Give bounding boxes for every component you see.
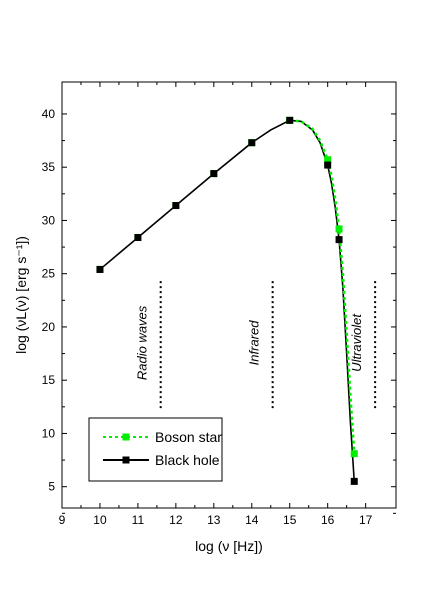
- series-curves: [99, 119, 356, 482]
- x-tick-label: 16: [321, 513, 335, 527]
- x-axis-title: log (ν [Hz]): [195, 538, 263, 554]
- data-point-black-hole: [172, 202, 180, 210]
- x-tick-label: 10: [93, 513, 107, 527]
- x-tick-label: 11: [132, 513, 145, 527]
- data-point-black-hole: [335, 236, 343, 244]
- legend: Boson star Black hole: [88, 417, 223, 482]
- y-tick-label: 25: [42, 267, 56, 281]
- y-axis-title: log (νL(ν) [erg s⁻¹]): [13, 236, 29, 354]
- data-point-black-hole: [248, 139, 256, 147]
- data-point-boson-star: [324, 156, 332, 164]
- legend-label-boson-star: Boson star: [155, 429, 222, 445]
- legend-label-black-hole: Black hole: [155, 452, 220, 468]
- x-tick-label: 12: [169, 513, 183, 527]
- y-tick-label: 35: [42, 160, 56, 174]
- y-tick-label: 5: [48, 480, 55, 494]
- region-label-radio-waves: Radio waves: [135, 305, 150, 380]
- data-point-black-hole: [210, 170, 218, 178]
- region-label-ultraviolet: Ultraviolet: [349, 313, 364, 372]
- plot-frame: [61, 81, 397, 509]
- region-dividers: Radio waves Infrared Ultraviolet: [135, 281, 377, 409]
- series-line-boson-star: [289, 119, 356, 454]
- x-tick-label: 14: [245, 513, 259, 527]
- y-tick-label: 20: [42, 320, 56, 334]
- data-point-black-hole: [134, 233, 142, 241]
- x-tick-label: 17: [359, 513, 373, 527]
- x-tick-label: 15: [283, 513, 297, 527]
- series-markers: [96, 116, 358, 485]
- data-point-black-hole: [286, 116, 294, 124]
- legend-marker-boson-star: [122, 433, 130, 441]
- data-point-black-hole: [350, 477, 358, 485]
- region-label-infrared: Infrared: [247, 320, 262, 366]
- y-tick-label: 15: [42, 373, 56, 387]
- y-tick-label: 40: [42, 107, 56, 121]
- legend-marker-black-hole: [122, 456, 130, 464]
- data-point-black-hole: [324, 161, 332, 169]
- data-point-boson-star: [350, 450, 358, 458]
- y-tick-label: 10: [42, 426, 56, 440]
- x-tick-label: 9: [59, 513, 66, 527]
- legend-box: [88, 417, 223, 482]
- y-tick-label: 30: [42, 213, 56, 227]
- data-point-black-hole: [96, 265, 104, 273]
- axes: 9 10 11 12 13 14 15 16 17 5 10 15 20 25 30 35 40: [42, 82, 396, 527]
- x-tick-label: 13: [207, 513, 221, 527]
- data-point-boson-star: [335, 225, 343, 233]
